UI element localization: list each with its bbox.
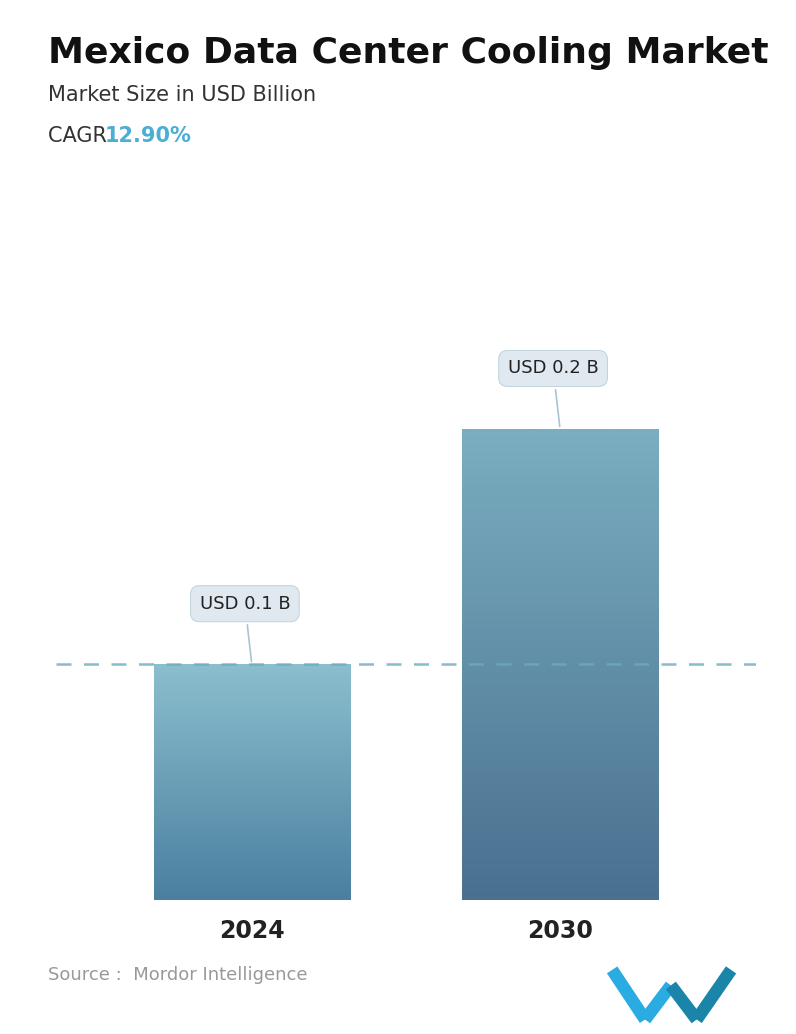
- Text: USD 0.2 B: USD 0.2 B: [508, 360, 599, 426]
- Text: Source :  Mordor Intelligence: Source : Mordor Intelligence: [48, 967, 307, 984]
- Text: Market Size in USD Billion: Market Size in USD Billion: [48, 85, 316, 104]
- Text: CAGR: CAGR: [48, 126, 120, 146]
- Text: USD 0.1 B: USD 0.1 B: [200, 595, 291, 662]
- Text: Mexico Data Center Cooling Market: Mexico Data Center Cooling Market: [48, 36, 768, 70]
- Text: 12.90%: 12.90%: [105, 126, 192, 146]
